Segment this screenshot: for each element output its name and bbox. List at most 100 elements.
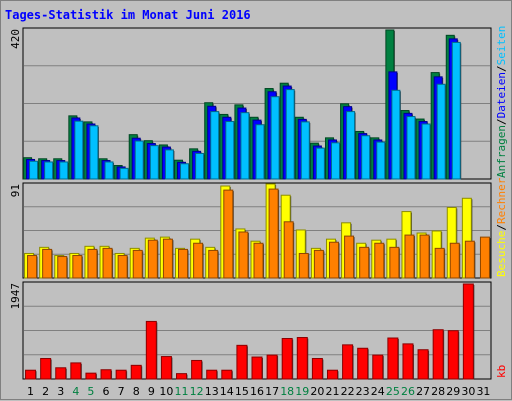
x-tick-label: 31 <box>476 385 490 398</box>
bar-seiten-5 <box>89 125 99 180</box>
bar-seiten-18 <box>285 89 295 180</box>
bar-kb-18 <box>281 338 293 380</box>
panel-top-ymax-label: 420 <box>9 29 22 49</box>
x-tick-label: 5 <box>87 385 94 398</box>
bar-seiten-27 <box>421 123 431 180</box>
x-tick-label: 19 <box>295 385 309 398</box>
bar-seiten-9 <box>149 145 159 180</box>
bar-rechner-12 <box>193 242 204 279</box>
legend-label: Rechner <box>495 177 508 224</box>
bar-seiten-23 <box>361 135 371 180</box>
bar-rechner-8 <box>132 249 143 279</box>
bar-rechner-26 <box>404 234 415 279</box>
bar-kb-19 <box>296 337 308 380</box>
bar-kb-1 <box>25 369 37 380</box>
panel-bottom-legend: kb <box>495 365 508 378</box>
bar-rechner-11 <box>178 248 189 279</box>
bar-kb-23 <box>357 347 369 380</box>
bar-kb-11 <box>176 373 188 380</box>
panel-middle-ymax-label: 91 <box>9 184 22 197</box>
bar-rechner-2 <box>42 248 53 279</box>
bar-rechner-25 <box>389 246 400 279</box>
x-tick-label: 16 <box>250 385 264 398</box>
bar-kb-3 <box>55 367 67 380</box>
bar-seiten-1 <box>29 160 39 180</box>
x-tick-label: 11 <box>175 385 189 398</box>
bar-kb-25 <box>387 337 399 380</box>
x-tick-label: 23 <box>356 385 370 398</box>
bar-kb-10 <box>160 356 172 380</box>
x-tick-label: 21 <box>325 385 339 398</box>
bar-kb-28 <box>432 329 444 380</box>
x-tick-label: 4 <box>72 385 79 398</box>
bar-rechner-3 <box>57 256 68 279</box>
bar-seiten-21 <box>330 142 340 180</box>
bar-kb-4 <box>70 362 82 380</box>
bar-rechner-18 <box>283 221 294 279</box>
bar-kb-24 <box>372 354 384 380</box>
bar-rechner-17 <box>268 188 279 279</box>
bar-kb-2 <box>40 358 52 380</box>
bar-seiten-20 <box>315 147 325 180</box>
bar-rechner-4 <box>72 255 83 279</box>
x-tick-label: 9 <box>148 385 155 398</box>
bar-rechner-24 <box>374 242 385 279</box>
x-tick-label: 3 <box>57 385 64 398</box>
bar-rechner-16 <box>253 242 264 279</box>
legend-label: Seiten <box>495 26 508 66</box>
x-tick-label: 8 <box>133 385 140 398</box>
bar-seiten-19 <box>300 121 310 180</box>
x-tick-label: 15 <box>235 385 249 398</box>
panel-middle-legend: Besuche/Rechner <box>495 177 508 277</box>
bar-rechner-15 <box>238 231 249 279</box>
legend-label: / <box>495 65 508 72</box>
bar-rechner-9 <box>147 239 158 279</box>
bar-seiten-24 <box>376 141 386 180</box>
x-tick-label: 14 <box>220 385 234 398</box>
bar-rechner-22 <box>344 235 355 279</box>
bar-rechner-19 <box>298 252 309 279</box>
bar-kb-9 <box>145 320 157 380</box>
x-tick-label: 22 <box>341 385 355 398</box>
x-tick-label: 17 <box>265 385 279 398</box>
legend-label: kb <box>495 365 508 378</box>
bar-kb-14 <box>221 369 233 380</box>
x-tick-label: 6 <box>103 385 110 398</box>
bar-kb-29 <box>447 330 459 380</box>
chart-title: Tages-Statistik im Monat Juni 2016 <box>5 8 251 22</box>
bar-rechner-14 <box>223 189 234 279</box>
x-tick-label: 28 <box>431 385 445 398</box>
bar-kb-20 <box>311 358 323 380</box>
bar-seiten-12 <box>195 152 205 180</box>
bar-kb-6 <box>100 369 112 380</box>
bar-kb-15 <box>236 344 248 380</box>
bar-rechner-30 <box>464 240 475 279</box>
bar-kb-5 <box>85 372 97 380</box>
bar-seiten-17 <box>270 96 280 180</box>
x-tick-label: 7 <box>118 385 125 398</box>
x-tick-label: 18 <box>280 385 294 398</box>
bar-seiten-25 <box>391 89 401 180</box>
bar-rechner-31 <box>479 236 490 279</box>
bar-seiten-8 <box>134 140 144 180</box>
bar-seiten-4 <box>74 120 84 180</box>
bar-rechner-28 <box>434 247 445 279</box>
bar-rechner-6 <box>102 247 113 279</box>
bar-kb-30 <box>462 283 474 380</box>
bar-rechner-13 <box>208 249 219 279</box>
bar-seiten-2 <box>44 161 54 180</box>
bar-kb-21 <box>326 369 338 380</box>
bar-seiten-14 <box>225 121 235 180</box>
x-tick-label: 1 <box>27 385 34 398</box>
x-tick-label: 25 <box>386 385 400 398</box>
x-tick-label: 30 <box>461 385 475 398</box>
x-tick-label: 29 <box>446 385 460 398</box>
x-tick-label: 10 <box>159 385 173 398</box>
bar-rechner-5 <box>87 248 98 279</box>
bar-seiten-10 <box>164 149 174 180</box>
bar-kb-16 <box>251 356 263 380</box>
bar-kb-13 <box>206 369 218 380</box>
legend-label: Besuche <box>495 231 508 277</box>
bar-seiten-13 <box>210 111 220 180</box>
